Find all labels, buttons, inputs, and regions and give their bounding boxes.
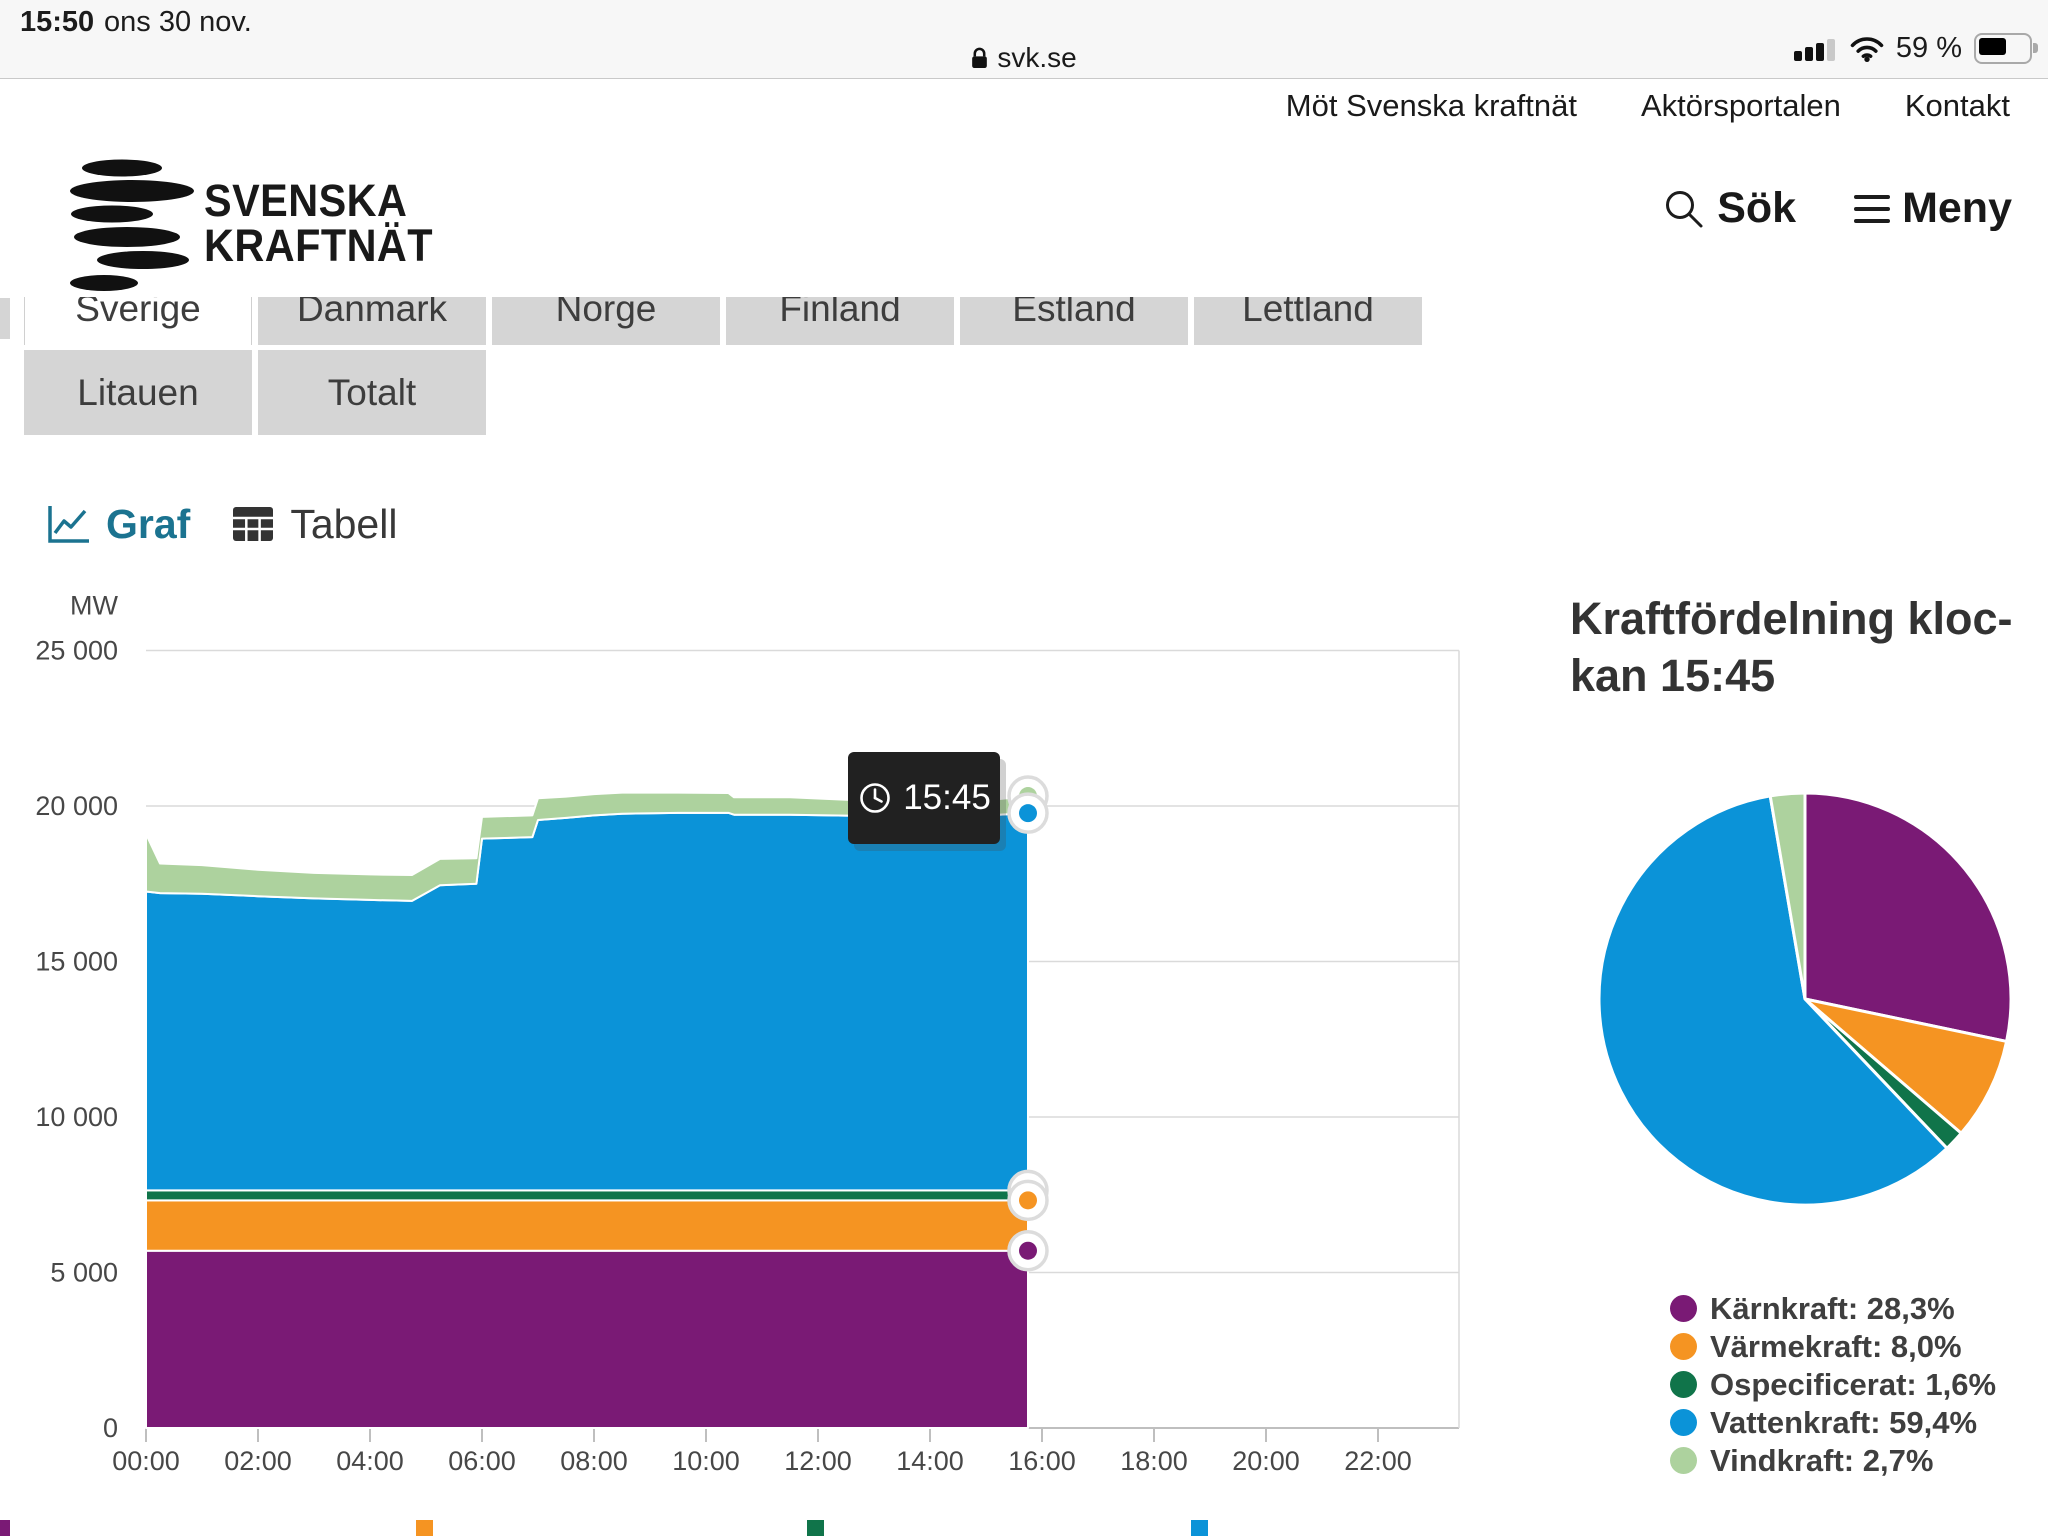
- bottom-legend-swatch-ospecificerat: [807, 1520, 824, 1536]
- brand-line2: KRAFTNÄT: [204, 220, 434, 271]
- svg-text:00:00: 00:00: [112, 1446, 180, 1476]
- stacked-area-chart[interactable]: 0 5 000 10 000 15 000 20 000 25 000 MW 00:00 02:…: [0, 560, 1536, 1536]
- tab-estland[interactable]: Estland: [960, 297, 1188, 345]
- status-date: ons 30 nov.: [104, 6, 252, 38]
- top-nav: Möt Svenska kraftnät Aktörsportalen Kont…: [1286, 88, 2010, 124]
- menu-label: Meny: [1902, 184, 2012, 232]
- svg-text:14:00: 14:00: [896, 1446, 964, 1476]
- svg-text:10 000: 10 000: [35, 1102, 118, 1132]
- menu-button[interactable]: Meny: [1854, 184, 2012, 233]
- pie-legend: Kärnkraft: 28,3% Värmekraft: 8,0% Ospeci…: [1670, 1291, 1996, 1478]
- country-tabs-row2: Litauen Totalt: [24, 350, 486, 435]
- legend-item-ospecificerat: Ospecificerat: 1,6%: [1670, 1367, 1996, 1402]
- search-button[interactable]: Sök: [1663, 184, 1796, 233]
- tab-totalt[interactable]: Totalt: [258, 350, 486, 435]
- legend-item-karnkraft: Kärnkraft: 28,3%: [1670, 1291, 1996, 1326]
- svg-text:15 000: 15 000: [35, 947, 118, 977]
- svg-text:04:00: 04:00: [336, 1446, 404, 1476]
- brand-wordmark[interactable]: SVENSKA KRAFTNÄT: [204, 178, 433, 268]
- bottom-legend-swatch-karnkraft: [0, 1520, 10, 1536]
- tab-lettland[interactable]: Lettland: [1194, 297, 1422, 345]
- hamburger-icon: [1854, 194, 1891, 223]
- legend-item-vattenkraft: Vattenkraft: 59,4%: [1670, 1405, 1996, 1440]
- svg-text:MW: MW: [70, 591, 118, 621]
- svg-text:5 000: 5 000: [50, 1258, 118, 1288]
- karnkraft-swatch: [1670, 1295, 1697, 1322]
- svg-text:0: 0: [103, 1413, 118, 1443]
- bottom-legend-swatch-vattenkraft: [1191, 1520, 1208, 1536]
- nav-link-kontakt[interactable]: Kontakt: [1904, 88, 2010, 123]
- brand-line1: SVENSKA: [204, 175, 408, 226]
- svg-text:18:00: 18:00: [1120, 1446, 1188, 1476]
- lock-icon: [972, 47, 988, 68]
- ospecificerat-swatch: [1670, 1371, 1697, 1398]
- svg-text:22:00: 22:00: [1344, 1446, 1412, 1476]
- power-distribution-pie-chart[interactable]: [1560, 746, 2048, 1258]
- tab-norge[interactable]: Norge: [492, 297, 720, 345]
- cellular-signal-icon: [1793, 38, 1835, 61]
- tab-sverige[interactable]: Sverige: [24, 297, 252, 345]
- chart-tooltip: 15:45: [848, 752, 1000, 844]
- status-icons: 59 %: [1793, 32, 2038, 65]
- svg-text:20:00: 20:00: [1232, 1446, 1300, 1476]
- tabell-toggle[interactable]: Tabell: [230, 501, 397, 548]
- svg-text:06:00: 06:00: [448, 1446, 516, 1476]
- battery-percent: 59 %: [1895, 32, 1962, 64]
- status-bar: 15:50 ons 30 nov. 59 % svk.se: [0, 0, 2048, 79]
- graf-toggle[interactable]: Graf: [44, 500, 190, 548]
- country-tabs-row1: Sverige Danmark Norge Finland Estland Le…: [24, 297, 1422, 345]
- search-icon: [1666, 190, 1703, 227]
- status-time: 15:50: [20, 6, 95, 38]
- svg-text:02:00: 02:00: [224, 1446, 292, 1476]
- tab-danmark[interactable]: Danmark: [258, 297, 486, 345]
- vattenkraft-swatch: [1670, 1409, 1697, 1436]
- svg-text:10:00: 10:00: [672, 1446, 740, 1476]
- nav-link-mot-svenska-kraftnat[interactable]: Möt Svenska kraftnät: [1285, 88, 1577, 123]
- nav-link-aktorsportalen[interactable]: Aktörsportalen: [1640, 88, 1841, 123]
- varmekraft-swatch: [1670, 1333, 1697, 1360]
- wifi-icon: [1850, 37, 1884, 62]
- bottom-legend-swatch-varmekraft: [416, 1520, 433, 1536]
- url-text: svk.se: [997, 42, 1077, 73]
- tab-litauen[interactable]: Litauen: [24, 350, 252, 435]
- legend-item-varmekraft: Värmekraft: 8,0%: [1670, 1329, 1996, 1364]
- graf-label: Graf: [106, 500, 191, 547]
- url-bar[interactable]: svk.se: [0, 42, 2048, 74]
- svg-text:08:00: 08:00: [560, 1446, 628, 1476]
- svg-text:25 000: 25 000: [35, 636, 118, 666]
- search-label: Sök: [1717, 184, 1797, 232]
- line-chart-icon: [48, 506, 89, 543]
- svg-text:20 000: 20 000: [35, 791, 118, 821]
- pie-title: Kraftfördelning kloc- kan 15:45: [1570, 593, 2013, 701]
- vindkraft-swatch: [1670, 1447, 1697, 1474]
- svg-text:12:00: 12:00: [784, 1446, 852, 1476]
- header-actions: Sök Meny: [1663, 184, 2012, 233]
- table-icon: [233, 507, 274, 541]
- tab-finland[interactable]: Finland: [726, 297, 954, 345]
- legend-item-vindkraft: Vindkraft: 2,7%: [1670, 1443, 1996, 1478]
- tooltip-time: 15:45: [903, 778, 991, 817]
- view-toggle: Graf Tabell: [44, 500, 397, 548]
- tabell-label: Tabell: [290, 500, 398, 547]
- svg-text:16:00: 16:00: [1008, 1446, 1076, 1476]
- battery-icon: [1974, 33, 2038, 64]
- tab-edge-sliver: [0, 298, 10, 339]
- clock-icon: [860, 783, 891, 813]
